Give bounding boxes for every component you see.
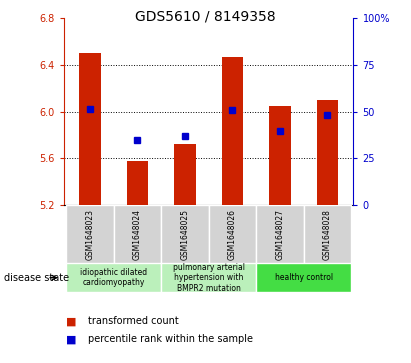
Bar: [66, 205, 113, 263]
Text: healthy control: healthy control: [275, 273, 332, 282]
Text: GDS5610 / 8149358: GDS5610 / 8149358: [135, 9, 276, 23]
Bar: [127, 161, 148, 205]
Bar: [113, 205, 161, 263]
Text: GSM1648025: GSM1648025: [180, 209, 189, 260]
Text: GSM1648026: GSM1648026: [228, 209, 237, 260]
Text: percentile rank within the sample: percentile rank within the sample: [88, 334, 253, 344]
Bar: [316, 100, 338, 205]
Text: pulmonary arterial
hypertension with
BMPR2 mutation: pulmonary arterial hypertension with BMP…: [173, 263, 245, 293]
Text: GSM1648028: GSM1648028: [323, 209, 332, 260]
Bar: [66, 263, 161, 292]
Bar: [256, 263, 351, 292]
Bar: [161, 263, 256, 292]
Text: ■: ■: [66, 316, 76, 326]
Bar: [222, 57, 243, 205]
Text: GSM1648024: GSM1648024: [133, 209, 142, 260]
Bar: [79, 53, 101, 205]
Text: disease state: disease state: [4, 273, 69, 283]
Bar: [174, 144, 196, 205]
Text: GSM1648023: GSM1648023: [85, 209, 95, 260]
Bar: [304, 205, 351, 263]
Text: ■: ■: [66, 334, 76, 344]
Text: GSM1648027: GSM1648027: [275, 209, 284, 260]
Bar: [256, 205, 304, 263]
Text: transformed count: transformed count: [88, 316, 179, 326]
Bar: [209, 205, 256, 263]
Text: idiopathic dilated
cardiomyopathy: idiopathic dilated cardiomyopathy: [80, 268, 147, 287]
Bar: [161, 205, 209, 263]
Bar: [269, 106, 291, 205]
